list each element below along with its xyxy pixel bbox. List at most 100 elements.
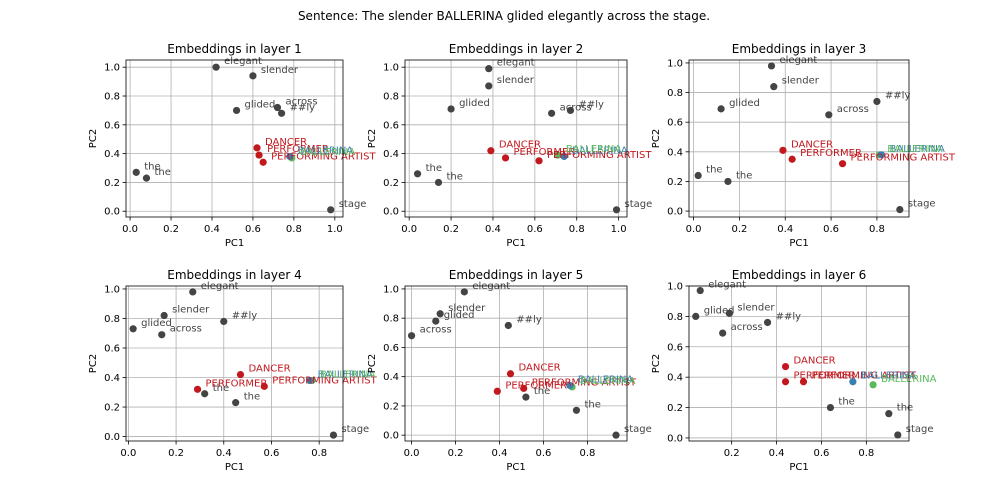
y-tick-label: 0.8 — [104, 314, 120, 325]
chart-title: Embeddings in layer 3 — [732, 42, 866, 56]
point-related — [255, 151, 263, 159]
point-label: DANCER — [499, 140, 541, 151]
y-tick-label: 0.8 — [383, 314, 399, 325]
y-tick-label: 0.2 — [383, 178, 399, 189]
plot-frame — [404, 59, 628, 218]
point-label: slender — [782, 76, 820, 87]
point-context — [692, 312, 700, 320]
x-axis-label: PC1 — [789, 462, 808, 473]
point-context — [725, 309, 734, 317]
y-tick-label: 1.0 — [104, 284, 120, 295]
point-context — [232, 106, 241, 115]
point-related — [788, 155, 796, 163]
point-label: across — [285, 97, 317, 108]
point-related — [506, 370, 515, 378]
y-tick-label: 0.0 — [383, 431, 399, 442]
point-related — [260, 382, 268, 390]
chart-title: Embeddings in layer 4 — [167, 268, 301, 282]
chart-title: Embeddings in layer 1 — [167, 42, 301, 56]
point-label: PERFORMER — [267, 144, 329, 155]
point-context — [201, 390, 209, 398]
x-tick-label: 0.8 — [286, 224, 302, 235]
point-context — [160, 311, 168, 320]
point-label: stage — [624, 424, 652, 435]
x-tick-label: 0.4 — [216, 448, 232, 459]
point-label: elegant — [497, 58, 535, 69]
y-tick-label: 1.0 — [104, 63, 120, 74]
y-axis-label: PC2 — [651, 129, 662, 148]
y-tick-label: 0.6 — [383, 343, 399, 354]
point-label: stage — [339, 199, 367, 210]
y-tick-label: 0.4 — [667, 147, 683, 158]
plot-frame — [125, 285, 344, 442]
y-tick-label: 0.2 — [667, 177, 683, 188]
x-tick-label: 0.6 — [527, 224, 543, 235]
point-context — [460, 288, 468, 296]
y-tick-label: 0.0 — [383, 207, 399, 218]
y-tick-label: 0.4 — [383, 149, 399, 160]
point-context — [548, 109, 556, 117]
y-tick-label: 0.0 — [667, 207, 683, 218]
point-label: PERFORMING ARTIST — [547, 150, 652, 161]
point-target — [566, 381, 574, 390]
y-tick-label: 0.2 — [667, 403, 683, 414]
point-context — [329, 431, 338, 439]
point-label: DANCER — [248, 364, 290, 375]
point-context — [826, 403, 835, 412]
x-tick-label: 0.6 — [813, 448, 829, 459]
x-tick-label: 0.2 — [163, 224, 179, 235]
point-context — [896, 205, 904, 214]
x-tick-label: 0.2 — [724, 448, 740, 459]
point-context — [220, 317, 228, 326]
point-context — [825, 111, 833, 119]
point-context — [158, 331, 166, 339]
point-label: the — [838, 397, 854, 408]
x-tick-label: 0.6 — [823, 224, 839, 235]
point-label: PERFORMER — [514, 147, 576, 158]
point-label: PERFORMER — [206, 378, 268, 389]
point-context — [212, 63, 220, 71]
point-label: BALLERINA — [578, 374, 634, 385]
point-label: across — [837, 104, 869, 115]
point-label: glided — [459, 98, 490, 109]
point-label: PERFORMING ARTIST — [532, 377, 637, 388]
point-label: glided — [704, 305, 735, 316]
y-tick-label: 0.8 — [104, 92, 120, 103]
plot-frame — [688, 285, 910, 442]
x-tick-label: 0.6 — [536, 448, 552, 459]
chart-layer-2: 0.0 0.2 0.4 0.6 0.8 1.0 0.0 0.2 0.4 0.6 0.8 1.0 thet… — [367, 42, 652, 249]
x-axis-label: PC1 — [506, 238, 525, 249]
point-related — [193, 385, 202, 393]
point-label: the — [154, 167, 170, 178]
point-label: glided — [444, 310, 475, 321]
x-tick-label: 0.8 — [311, 448, 327, 459]
y-tick-label: 0.6 — [667, 118, 683, 129]
point-context — [232, 399, 240, 407]
point-context — [522, 393, 530, 401]
panels: 0.0 0.2 0.4 0.6 0.8 1.00.00.20.40.60.81.0thet… — [88, 42, 956, 473]
point-label: DANCER — [794, 356, 836, 367]
point-label: ##ly — [290, 102, 316, 113]
y-axis-label: PC2 — [651, 354, 662, 373]
point-context — [434, 178, 443, 187]
x-tick-label: 0.8 — [569, 224, 585, 235]
y-tick-label: 0.4 — [667, 373, 683, 384]
y-tick-label: 0.6 — [667, 342, 683, 353]
x-tick-label: 0.2 — [731, 224, 747, 235]
point-related — [253, 144, 261, 152]
point-label: ##ly — [776, 311, 802, 322]
point-label: ##ly — [232, 310, 258, 321]
chart-layer-5: 0.0 0.2 0.4 0.6 0.8 0.0 0.2 0.4 0.6 0.8 1.0 across g… — [367, 268, 652, 473]
point-reference — [554, 151, 562, 159]
x-axis-label: PC1 — [225, 462, 244, 473]
point-label: the — [144, 161, 160, 172]
point-label: PERFORMER — [800, 148, 862, 159]
point-label: PERFORMING ARTIST — [272, 375, 377, 386]
point-context — [277, 109, 286, 117]
point-target — [560, 152, 568, 161]
point-context — [612, 206, 621, 214]
x-tick-label: 0.4 — [777, 224, 793, 235]
point-context — [132, 168, 140, 176]
point-label: across — [170, 324, 202, 335]
point-target — [877, 151, 886, 159]
